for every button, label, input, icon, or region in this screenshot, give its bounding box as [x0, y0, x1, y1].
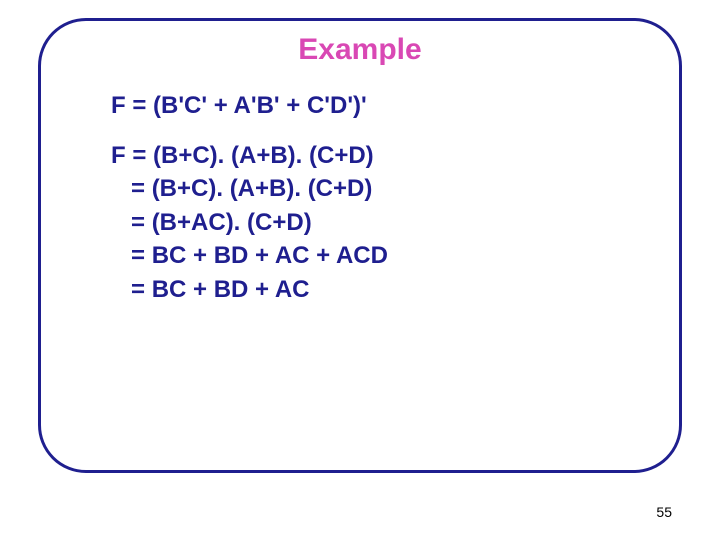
- equation-line: = (B+C). (A+B). (C+D): [111, 172, 679, 206]
- equation-line: = BC + BD + AC + ACD: [111, 239, 679, 273]
- equation-line: F = (B'C' + A'B' + C'D')': [111, 89, 679, 123]
- slide-title: Example: [41, 33, 679, 67]
- page-number: 55: [656, 504, 672, 520]
- equation-line: = (B+AC). (C+D): [111, 206, 679, 240]
- slide-frame: Example F = (B'C' + A'B' + C'D')' F = (B+…: [38, 18, 682, 473]
- slide-content: F = (B'C' + A'B' + C'D')' F = (B+C). (A+B…: [111, 89, 679, 307]
- blank-line: [111, 123, 679, 139]
- equation-line: F = (B+C). (A+B). (C+D): [111, 139, 679, 173]
- equation-line: = BC + BD + AC: [111, 273, 679, 307]
